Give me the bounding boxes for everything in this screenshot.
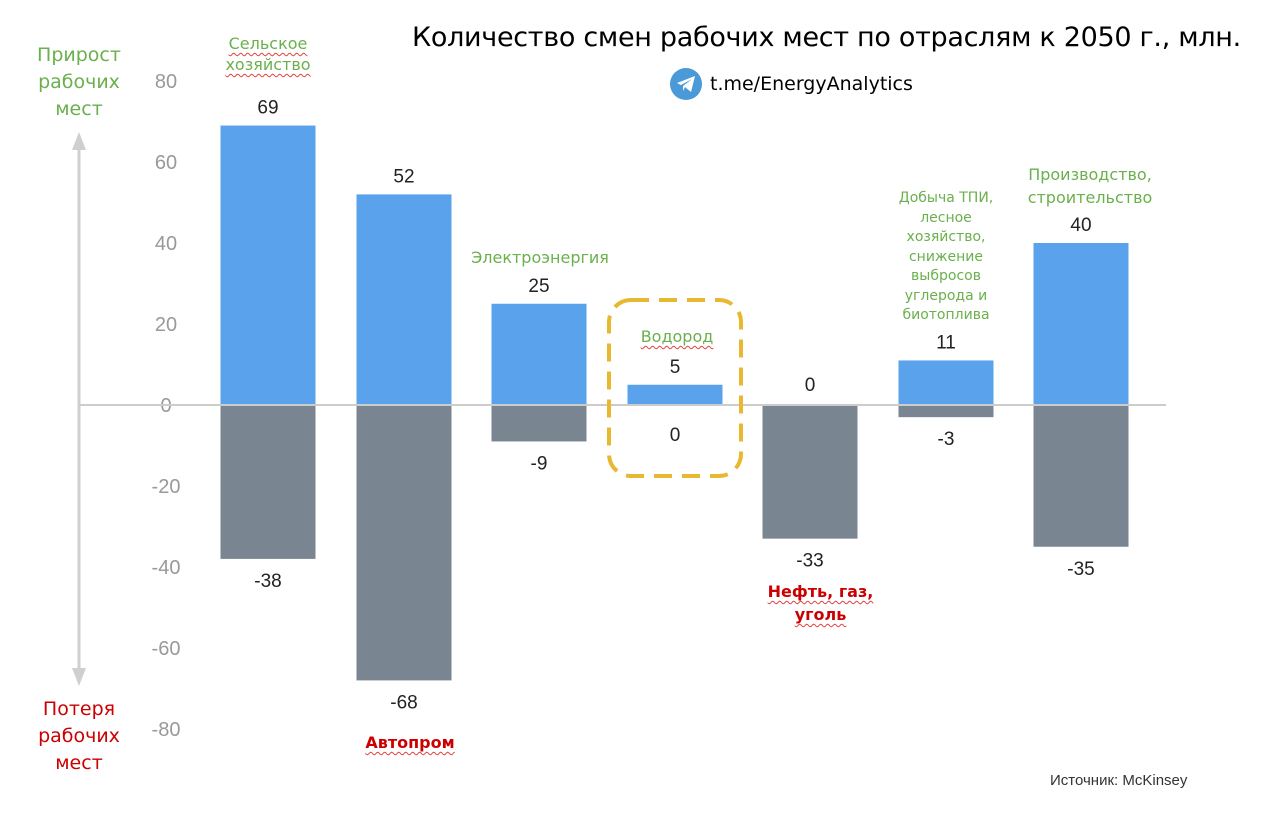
loss-bar [1033, 405, 1129, 547]
loss-value-label: -33 [796, 551, 823, 572]
gain-bar [491, 303, 587, 405]
gain-value-label: 25 [528, 276, 549, 297]
hydrogen-highlight-box [607, 298, 743, 478]
y-tick-label: 80 [155, 71, 177, 93]
channel-link[interactable]: t.me/EnergyAnalytics [710, 73, 913, 95]
axis-bottom-label: Потеря рабочих мест [38, 698, 120, 774]
gain-value-label: 52 [393, 166, 414, 187]
y-tick-label: 20 [155, 314, 177, 336]
y-tick-label: -60 [152, 638, 181, 660]
loss-bar [220, 405, 316, 559]
loss-bar [491, 405, 587, 442]
telegram-icon [670, 68, 702, 100]
gain-bar [220, 125, 316, 406]
category-label-hydrogen: Водород [640, 327, 714, 346]
loss-value-label: 0 [670, 425, 681, 446]
gain-bar [1033, 243, 1129, 405]
axis-top-label: Прирост рабочих мест [37, 44, 121, 120]
y-tick-label: -40 [152, 557, 181, 579]
gain-value-label: 11 [936, 332, 956, 353]
axis-arrow-down-icon [72, 668, 86, 686]
category-label-agriculture: Сельское хозяйство [225, 34, 311, 74]
y-tick-label: -20 [152, 476, 181, 498]
gain-bar [356, 194, 452, 405]
loss-value-label: -3 [938, 429, 955, 450]
gain-value-label: 0 [805, 375, 816, 396]
category-label-mining: Добыча ТПИ, лесное хозяйство, снижение в… [898, 190, 994, 323]
loss-bar [762, 405, 858, 539]
gain-value-label: 5 [670, 357, 681, 378]
loss-value-label: -9 [531, 453, 548, 474]
gain-bar [898, 360, 994, 405]
source-note: Источник: McKinsey [1050, 772, 1188, 789]
loss-value-label: -35 [1067, 559, 1094, 580]
y-tick-label: 60 [155, 152, 177, 174]
gain-bar [627, 384, 723, 405]
loss-value-label: -68 [390, 692, 417, 713]
y-tick-label: 40 [155, 233, 177, 255]
category-label-manufacturing: Производство, строительство [1027, 165, 1153, 207]
loss-bar [356, 405, 452, 681]
chart-title: Количество смен рабочих мест по отраслям… [412, 22, 1241, 53]
category-label-oil-gas-coal: Нефть, газ, уголь [767, 582, 874, 624]
gain-value-label: 69 [257, 98, 278, 119]
gain-value-label: 40 [1070, 215, 1091, 236]
telegram-channel[interactable]: t.me/EnergyAnalytics [670, 68, 913, 100]
y-tick-label: -80 [152, 719, 181, 741]
category-label-auto: Автопром [365, 733, 455, 752]
loss-value-label: -38 [254, 571, 281, 592]
axis-arrow-up-icon [72, 132, 86, 150]
category-label-power: Электроэнергия [471, 248, 609, 267]
loss-bar [898, 405, 994, 418]
